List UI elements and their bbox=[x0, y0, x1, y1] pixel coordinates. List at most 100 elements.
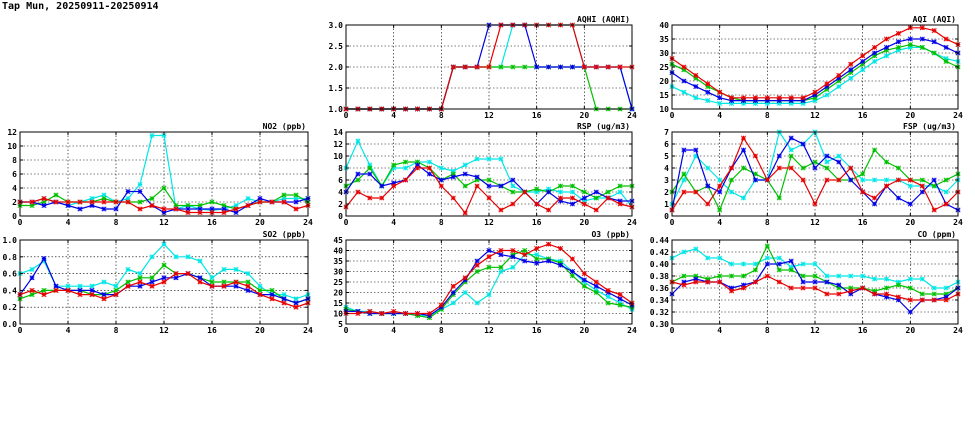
x-tick-label: 20 bbox=[580, 218, 590, 227]
x-tick-label: 4 bbox=[717, 111, 722, 120]
data-point bbox=[534, 260, 540, 266]
data-point bbox=[776, 267, 782, 273]
data-point bbox=[764, 273, 770, 279]
data-point bbox=[681, 273, 687, 279]
x-tick-label: 12 bbox=[810, 218, 820, 227]
data-point bbox=[836, 84, 842, 90]
data-point bbox=[89, 199, 95, 205]
data-point bbox=[919, 36, 925, 42]
data-point bbox=[391, 308, 397, 314]
data-point bbox=[221, 283, 227, 289]
data-point bbox=[355, 177, 361, 183]
data-point bbox=[788, 165, 794, 171]
x-tick-label: 8 bbox=[765, 218, 770, 227]
data-point bbox=[931, 297, 937, 303]
data-point bbox=[293, 304, 299, 310]
y-tick-label: 7 bbox=[664, 128, 669, 137]
y-tick-label: 0.40 bbox=[650, 260, 669, 269]
data-point bbox=[391, 162, 397, 168]
y-tick-label: 0.32 bbox=[650, 308, 669, 317]
data-point bbox=[883, 177, 890, 183]
data-point bbox=[474, 300, 480, 306]
x-tick-label: 16 bbox=[858, 111, 868, 120]
data-point bbox=[764, 255, 770, 261]
data-point bbox=[824, 273, 830, 279]
data-point bbox=[257, 287, 263, 293]
data-point bbox=[681, 64, 687, 70]
data-point bbox=[510, 189, 516, 195]
y-tick-label: 12 bbox=[333, 140, 343, 149]
data-point bbox=[752, 153, 758, 159]
data-point bbox=[812, 273, 818, 279]
data-point bbox=[705, 201, 711, 207]
data-point bbox=[581, 277, 587, 283]
series-2 bbox=[669, 135, 961, 213]
data-point bbox=[450, 300, 456, 306]
data-point bbox=[498, 247, 504, 254]
data-point bbox=[498, 183, 504, 189]
data-point bbox=[681, 177, 687, 183]
data-point bbox=[836, 159, 842, 165]
y-tick-label: 0.36 bbox=[650, 284, 669, 293]
y-tick-label: 4 bbox=[12, 184, 17, 193]
data-point bbox=[101, 296, 107, 302]
data-point bbox=[293, 300, 299, 306]
data-point bbox=[764, 243, 770, 249]
y-tick-label: 0.4 bbox=[3, 286, 18, 295]
data-point bbox=[569, 201, 575, 207]
data-point bbox=[788, 147, 794, 153]
data-point bbox=[693, 189, 699, 195]
data-point bbox=[752, 177, 758, 183]
y-tick-label: 6 bbox=[664, 140, 669, 149]
data-point bbox=[907, 285, 913, 291]
data-point bbox=[403, 310, 409, 317]
data-point bbox=[931, 39, 937, 45]
data-point bbox=[569, 64, 575, 70]
data-point bbox=[729, 165, 735, 171]
data-point bbox=[245, 202, 251, 209]
data-point bbox=[269, 292, 275, 298]
data-point bbox=[907, 201, 913, 207]
data-point bbox=[161, 275, 167, 281]
y-tick-label: 5 bbox=[664, 152, 669, 161]
chart-title: NO2 (ppb) bbox=[263, 122, 306, 131]
y-tick-label: 25 bbox=[659, 63, 669, 72]
data-point bbox=[569, 189, 575, 195]
x-tick-label: 4 bbox=[391, 218, 396, 227]
y-tick-label: 5 bbox=[338, 320, 343, 329]
data-point bbox=[729, 273, 735, 279]
data-point bbox=[605, 189, 611, 195]
y-tick-label: 35 bbox=[333, 257, 343, 266]
data-point bbox=[281, 199, 287, 205]
data-point bbox=[245, 271, 251, 277]
data-point bbox=[752, 267, 758, 273]
data-point bbox=[355, 310, 361, 317]
data-point bbox=[89, 292, 95, 298]
data-point bbox=[776, 279, 782, 285]
data-point bbox=[173, 254, 179, 260]
data-point bbox=[522, 247, 528, 254]
data-point bbox=[617, 189, 623, 195]
x-tick-label: 20 bbox=[580, 111, 590, 120]
data-point bbox=[752, 95, 758, 101]
data-point bbox=[593, 64, 599, 70]
data-point bbox=[41, 292, 47, 298]
data-point bbox=[617, 292, 623, 298]
data-point bbox=[883, 285, 890, 291]
data-point bbox=[581, 189, 587, 195]
data-point bbox=[788, 267, 794, 273]
data-point bbox=[824, 159, 830, 165]
data-point bbox=[77, 283, 83, 289]
data-point bbox=[474, 174, 480, 180]
data-point bbox=[101, 206, 107, 212]
data-point bbox=[824, 177, 830, 183]
y-tick-label: 2.0 bbox=[329, 63, 344, 72]
series-3 bbox=[343, 165, 635, 216]
x-tick-label: 24 bbox=[953, 111, 963, 120]
data-point bbox=[943, 201, 949, 207]
series-line bbox=[671, 27, 959, 99]
data-point bbox=[729, 177, 735, 183]
data-point bbox=[185, 209, 191, 216]
data-point bbox=[510, 247, 516, 254]
data-point bbox=[113, 287, 119, 293]
